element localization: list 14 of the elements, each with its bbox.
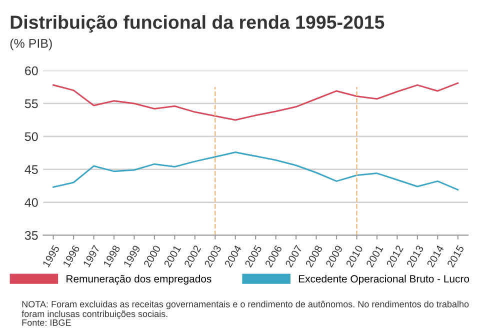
y-tick-label: 55	[24, 99, 38, 108]
legend-label: Remuneração dos empregados	[66, 274, 212, 285]
y-tick-label: 40	[24, 198, 38, 207]
text: NOTA: Foram excluidas as receitas governamentais e o rendimento de autônomos. No rendimentos do trabalho foram inclusas contribuições sociais.	[22, 300, 469, 319]
y-tick-label: 45	[24, 165, 38, 174]
source-note: Fonte: IBGE	[22, 319, 71, 326]
y-tick-label: 60	[25, 66, 38, 76]
y-tick-label: 50	[24, 132, 38, 142]
chart-title: Distribuição funcional da renda 1995-2015	[10, 15, 384, 33]
legend-label: Excedente Operacional Bruto - Lucro	[298, 274, 470, 285]
line-series	[52, 151, 459, 191]
line-series	[52, 82, 459, 121]
chart-subtitle: (% PIB)	[10, 38, 52, 50]
y-tick-label: 35	[24, 231, 38, 240]
